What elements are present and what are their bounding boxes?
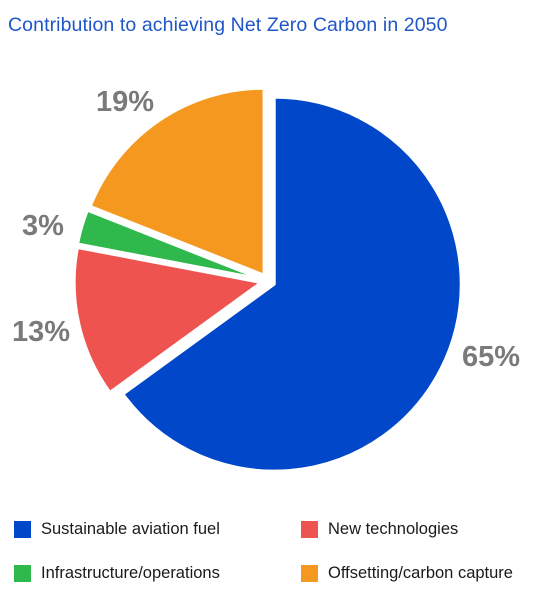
legend: Sustainable aviation fuel New technologi… bbox=[0, 508, 549, 598]
pie-chart: 65% 13% 3% 19% bbox=[12, 86, 520, 473]
legend-swatch bbox=[301, 565, 318, 582]
slice-percent-label: 65% bbox=[462, 341, 520, 373]
slice-percent-label: 13% bbox=[12, 316, 70, 348]
pie-slice-infrastructure-operations bbox=[76, 208, 263, 281]
slice-percent-label: 19% bbox=[96, 86, 154, 118]
pie-slices bbox=[72, 86, 463, 473]
pie-slice-new-technologies bbox=[72, 245, 263, 394]
legend-swatch bbox=[301, 521, 318, 538]
slice-percent-label: 3% bbox=[22, 210, 64, 242]
legend-label: Sustainable aviation fuel bbox=[41, 520, 220, 538]
legend-label: New technologies bbox=[328, 520, 459, 538]
legend-label: Offsetting/carbon capture bbox=[328, 564, 513, 582]
pie-labels: 65% 13% 3% 19% bbox=[12, 86, 520, 373]
legend-swatch bbox=[14, 565, 31, 582]
legend-item-offsetting-carbon-capture: Offsetting/carbon capture bbox=[301, 564, 513, 583]
pie-slice-offsetting-carbon-capture bbox=[88, 86, 266, 277]
pie-slice-sustainable-aviation-fuel bbox=[121, 95, 463, 473]
legend-swatch bbox=[14, 521, 31, 538]
legend-item-sustainable-aviation-fuel: Sustainable aviation fuel bbox=[14, 520, 220, 539]
legend-label: Infrastructure/operations bbox=[41, 564, 220, 582]
legend-item-new-technologies: New technologies bbox=[301, 520, 458, 539]
legend-item-infrastructure-operations: Infrastructure/operations bbox=[14, 564, 220, 583]
chart-title: Contribution to achieving Net Zero Carbo… bbox=[8, 14, 448, 36]
